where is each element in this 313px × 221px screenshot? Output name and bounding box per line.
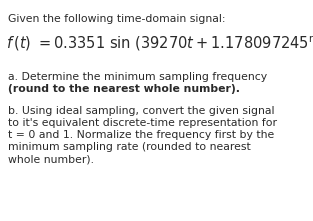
Text: t = 0 and 1. Normalize the frequency first by the: t = 0 and 1. Normalize the frequency fir… xyxy=(8,130,274,140)
Text: whole number).: whole number). xyxy=(8,154,94,164)
Text: b. Using ideal sampling, convert the given signal: b. Using ideal sampling, convert the giv… xyxy=(8,106,275,116)
Text: Given the following time-domain signal:: Given the following time-domain signal: xyxy=(8,14,225,24)
Text: $f\,(t)$ $= 0.3351\ \mathrm{sin}\ (39270t + 1.178097245^{\mathsf{r}})$: $f\,(t)$ $= 0.3351\ \mathrm{sin}\ (39270… xyxy=(6,34,313,53)
Text: to it's equivalent discrete-time representation for: to it's equivalent discrete-time represe… xyxy=(8,118,277,128)
Text: (round to the nearest whole number).: (round to the nearest whole number). xyxy=(8,84,240,94)
Text: a. Determine the minimum sampling frequency: a. Determine the minimum sampling freque… xyxy=(8,72,267,82)
Text: minimum sampling rate (rounded to nearest: minimum sampling rate (rounded to neares… xyxy=(8,142,251,152)
